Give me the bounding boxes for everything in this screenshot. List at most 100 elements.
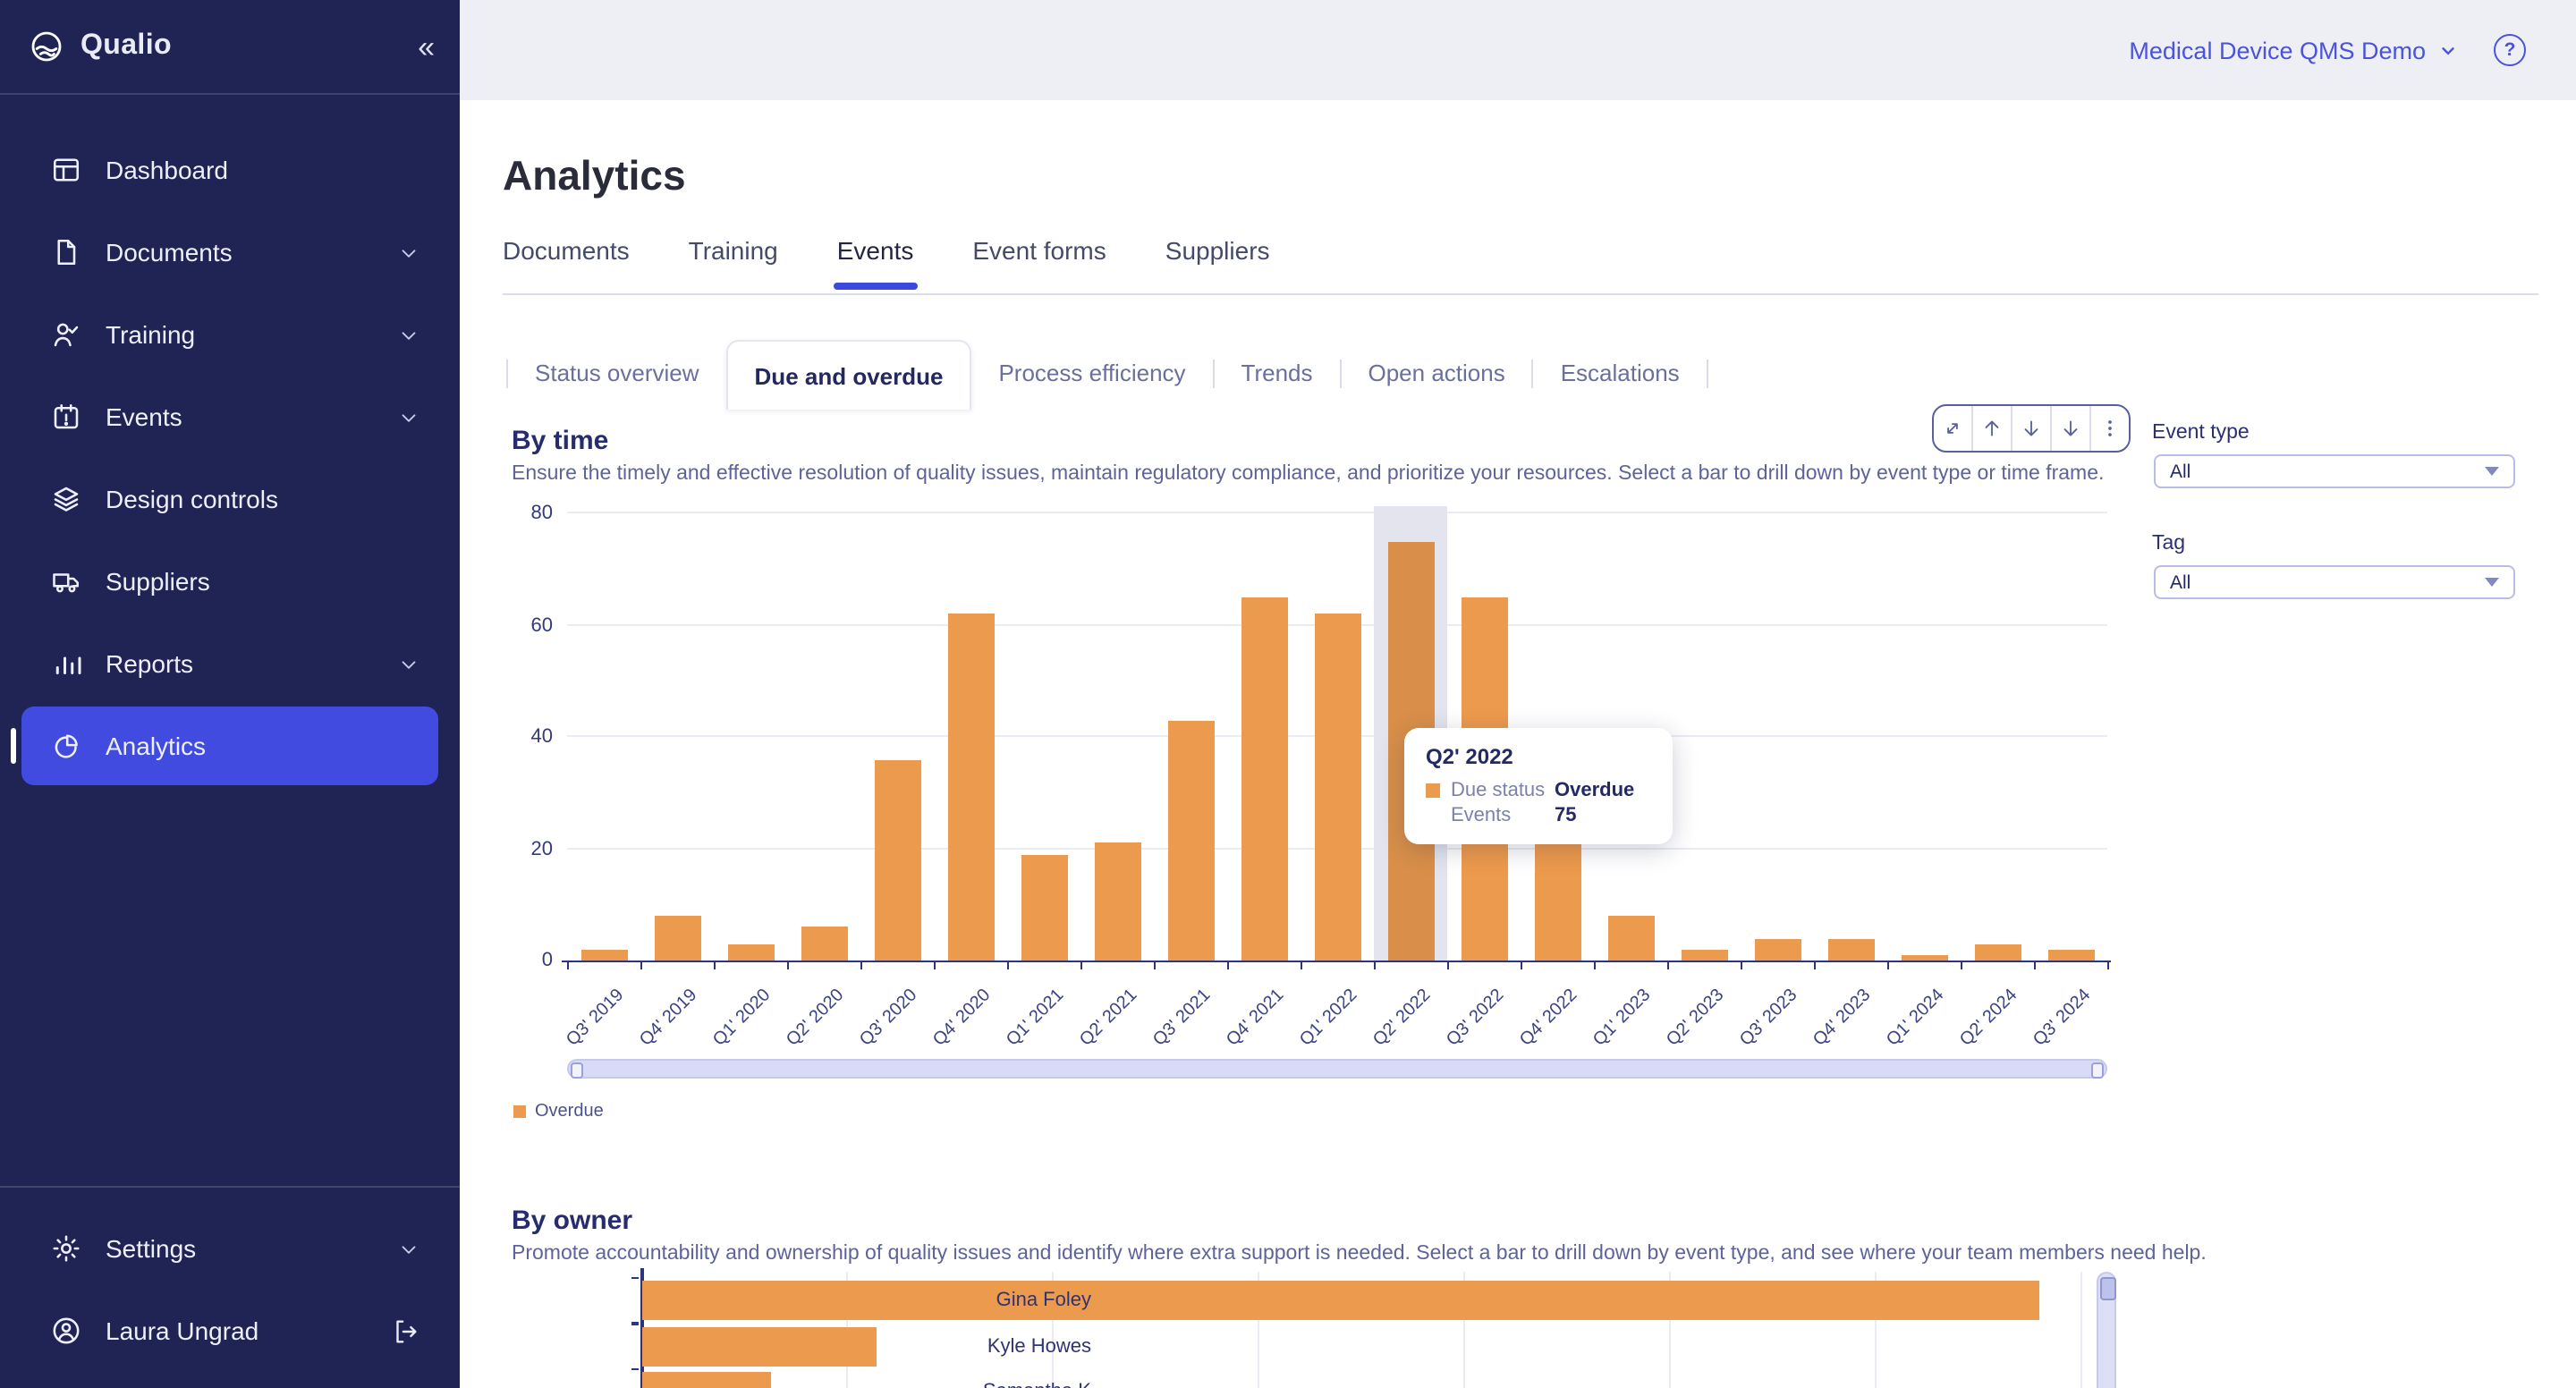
chart-legend: Overdue	[513, 1102, 604, 1121]
sidebar-item-label: Settings	[106, 1234, 197, 1263]
gridline	[567, 512, 2107, 513]
sidebar-item-dashboard[interactable]: Dashboard	[21, 131, 438, 209]
event-type-select[interactable]: All	[2154, 454, 2515, 488]
sidebar-item-label: Reports	[106, 649, 194, 678]
bar-q1-2022[interactable]	[1314, 614, 1360, 961]
tab-events[interactable]: Events	[833, 236, 917, 290]
bar-q2-2023[interactable]	[1681, 949, 1727, 961]
expand-icon[interactable]	[1934, 406, 1971, 451]
scrollbar-right-handle[interactable]	[2091, 1062, 2104, 1079]
subtab-status-overview[interactable]: Status overview	[535, 360, 699, 386]
subtab-open-actions[interactable]: Open actions	[1368, 360, 1505, 386]
bar-q3-2021[interactable]	[1167, 720, 1214, 961]
bar-q2-2020[interactable]	[801, 927, 847, 961]
logout-icon[interactable]	[390, 1316, 420, 1346]
bar-q1-2021[interactable]	[1021, 854, 1067, 961]
tab-documents[interactable]: Documents	[503, 236, 630, 265]
subtab-process-efficiency[interactable]: Process efficiency	[998, 360, 1186, 386]
bar-q1-2023[interactable]	[1607, 916, 1654, 961]
subtab-escalations[interactable]: Escalations	[1560, 360, 1680, 386]
tag-label: Tag	[2152, 533, 2186, 554]
bar-q3-2023[interactable]	[1754, 938, 1801, 961]
x-axis-tick	[567, 962, 569, 969]
bar-q4-2023[interactable]	[1827, 938, 1874, 961]
tooltip-row-value: 75	[1555, 805, 1577, 826]
sidebar-footer: Settings Laura Ungrad	[0, 1186, 460, 1374]
subtab-due-and-overdue[interactable]: Due and overdue	[725, 340, 972, 410]
gridline	[1875, 1272, 1877, 1388]
x-tick-label: Q1' 2020	[710, 986, 775, 1051]
y-axis-tick	[631, 1276, 639, 1279]
x-tick-label: Q1' 2023	[1590, 986, 1656, 1051]
calendar-alert-icon	[50, 401, 82, 433]
tab-event-forms[interactable]: Event forms	[972, 236, 1106, 265]
sidebar-item-design-controls[interactable]: Design controls	[21, 460, 438, 538]
scrollbar-left-handle[interactable]	[571, 1062, 583, 1079]
dashboard-icon	[50, 154, 82, 186]
sidebar-item-documents[interactable]: Documents	[21, 213, 438, 292]
sidebar-item-label: Suppliers	[106, 567, 210, 596]
arrow-down-icon[interactable]	[2011, 406, 2050, 451]
tooltip-swatch-spacer	[1426, 808, 1440, 823]
x-axis-tick	[1667, 962, 1669, 969]
by-owner-title: By owner	[512, 1206, 633, 1236]
y-tick-label: 40	[530, 726, 554, 748]
sidebar-item-suppliers[interactable]: Suppliers	[21, 542, 438, 621]
subtab-separator	[506, 359, 508, 387]
bar-q3-2024[interactable]	[2047, 949, 2094, 961]
subtab-trends[interactable]: Trends	[1241, 360, 1313, 386]
owner-label: Gina Foley	[996, 1290, 1091, 1311]
bar-q1-2020[interactable]	[727, 944, 774, 961]
chart-horizontal-scrollbar[interactable]	[567, 1059, 2107, 1079]
bar-q1-2024[interactable]	[1901, 954, 1947, 961]
bar-q4-2021[interactable]	[1241, 597, 1287, 961]
help-icon[interactable]: ?	[2494, 34, 2526, 66]
x-axis-tick	[1887, 962, 1889, 969]
sidebar-item-events[interactable]: Events	[21, 377, 438, 456]
by-owner-chart	[631, 1268, 2082, 1388]
bar-q3-2020[interactable]	[874, 759, 920, 961]
sidebar-item-analytics[interactable]: Analytics	[11, 707, 438, 785]
gridline	[2080, 1272, 2082, 1388]
y-axis-line	[640, 1268, 643, 1388]
sidebar-item-settings[interactable]: Settings	[21, 1209, 438, 1288]
scrollbar-thumb[interactable]	[2100, 1277, 2116, 1300]
x-tick-label: Q1' 2022	[1297, 986, 1362, 1051]
bar-q4-2019[interactable]	[654, 916, 700, 961]
bar-chart-icon	[50, 647, 82, 680]
sidebar-item-reports[interactable]: Reports	[21, 624, 438, 703]
arrow-up-icon[interactable]	[1971, 406, 2011, 451]
bar-q3-2019[interactable]	[580, 949, 627, 961]
tooltip-row-label: Due status	[1451, 780, 1546, 801]
pie-chart-icon	[50, 730, 82, 762]
kebab-menu-icon[interactable]	[2089, 406, 2129, 451]
x-tick-label: Q4' 2020	[930, 986, 996, 1051]
tab-suppliers[interactable]: Suppliers	[1165, 236, 1270, 265]
chart-vertical-scrollbar[interactable]	[2097, 1272, 2116, 1388]
gear-icon	[50, 1232, 82, 1265]
sidebar-collapse-icon[interactable]: «	[418, 30, 435, 63]
subtab-separator	[1531, 359, 1534, 387]
tab-training[interactable]: Training	[688, 236, 778, 265]
bar-samantha-k[interactable]	[642, 1372, 772, 1388]
by-time-chart	[562, 506, 2111, 969]
x-axis-tick	[1154, 962, 1156, 969]
arrow-down-icon[interactable]	[2050, 406, 2089, 451]
bar-kyle-howes[interactable]	[642, 1326, 877, 1366]
bar-q2-2024[interactable]	[1974, 944, 2021, 961]
y-tick-label: 80	[530, 503, 554, 524]
select-caret-icon	[2485, 467, 2499, 476]
bar-gina-foley[interactable]	[642, 1281, 2039, 1320]
legend-label: Overdue	[535, 1102, 604, 1121]
bar-q4-2022[interactable]	[1534, 837, 1580, 961]
sidebar-item-laura-ungrad[interactable]: Laura Ungrad	[21, 1291, 438, 1370]
gridline	[1052, 1272, 1054, 1388]
x-axis-tick	[1007, 962, 1009, 969]
tag-select[interactable]: All	[2154, 565, 2515, 599]
sidebar-item-training[interactable]: Training	[21, 295, 438, 374]
bar-q2-2021[interactable]	[1094, 842, 1140, 961]
x-tick-label: Q4' 2021	[1224, 986, 1289, 1051]
bar-q4-2020[interactable]	[947, 614, 994, 961]
org-switcher[interactable]: Medical Device QMS Demo	[2129, 37, 2458, 63]
